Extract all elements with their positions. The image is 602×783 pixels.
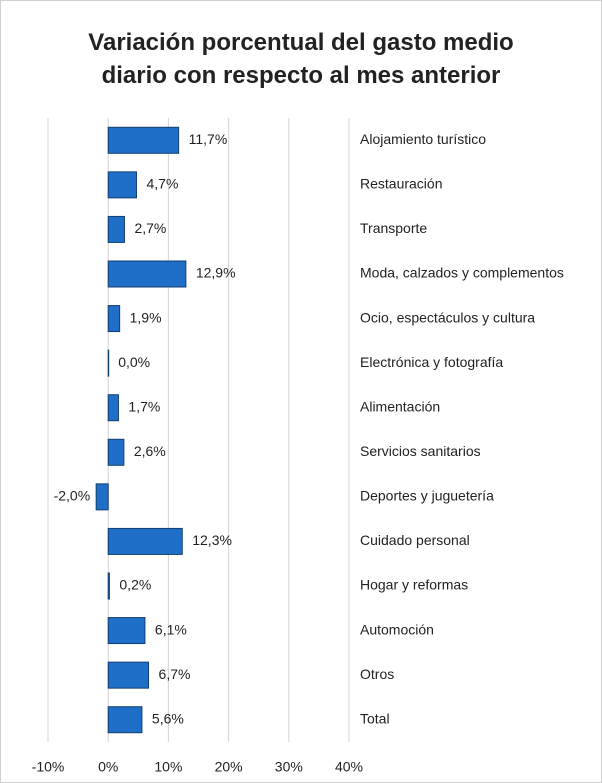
x-tick-label: 30% — [275, 759, 303, 775]
value-label: 5,6% — [152, 710, 184, 726]
category-label: Servicios sanitarios — [360, 443, 481, 459]
category-label: Cuidado personal — [360, 532, 470, 548]
value-label: -2,0% — [54, 488, 91, 504]
value-label: 2,6% — [134, 443, 166, 459]
bar — [107, 171, 137, 199]
chart-title: Variación porcentual del gasto medio dia… — [88, 29, 514, 89]
bar — [107, 349, 110, 377]
bar — [95, 483, 109, 511]
category-label: Automoción — [360, 621, 434, 637]
category-label: Electrónica y fotografía — [360, 354, 503, 370]
category-label: Alojamiento turístico — [360, 131, 486, 147]
value-label: 12,3% — [192, 532, 232, 548]
category-label: Deportes y juguetería — [360, 488, 494, 504]
value-label: 11,7% — [189, 131, 228, 147]
value-label: 0,0% — [118, 354, 150, 370]
category-label: Transporte — [360, 220, 427, 236]
bar — [107, 215, 125, 243]
bar — [107, 706, 143, 734]
category-label: Total — [360, 710, 390, 726]
category-label: Alimentación — [360, 398, 440, 414]
category-label: Ocio, espectáculos y cultura — [360, 309, 535, 325]
value-label: 6,7% — [159, 666, 191, 682]
value-label: 1,9% — [130, 309, 162, 325]
bar — [107, 305, 121, 333]
bar — [107, 260, 187, 288]
x-tick-label: 40% — [335, 759, 363, 775]
bar — [107, 572, 110, 600]
x-tick-label: 20% — [215, 759, 243, 775]
category-label: Otros — [360, 666, 394, 682]
category-label: Restauración — [360, 176, 443, 192]
x-tick-label: -10% — [32, 759, 65, 775]
value-label: 4,7% — [146, 176, 178, 192]
bar — [107, 394, 119, 422]
value-label: 1,7% — [128, 398, 160, 414]
value-label: 0,2% — [119, 577, 151, 593]
bar — [107, 126, 180, 154]
bar — [107, 438, 125, 466]
bar — [107, 617, 146, 645]
value-label: 12,9% — [196, 265, 236, 281]
x-tick-label: 0% — [98, 759, 118, 775]
category-label: Hogar y reformas — [360, 577, 468, 593]
value-label: 6,1% — [155, 621, 187, 637]
bar — [107, 527, 183, 555]
category-label: Moda, calzados y complementos — [360, 265, 564, 281]
bar — [107, 661, 150, 689]
value-label: 2,7% — [134, 220, 166, 236]
x-tick-label: 10% — [154, 759, 182, 775]
